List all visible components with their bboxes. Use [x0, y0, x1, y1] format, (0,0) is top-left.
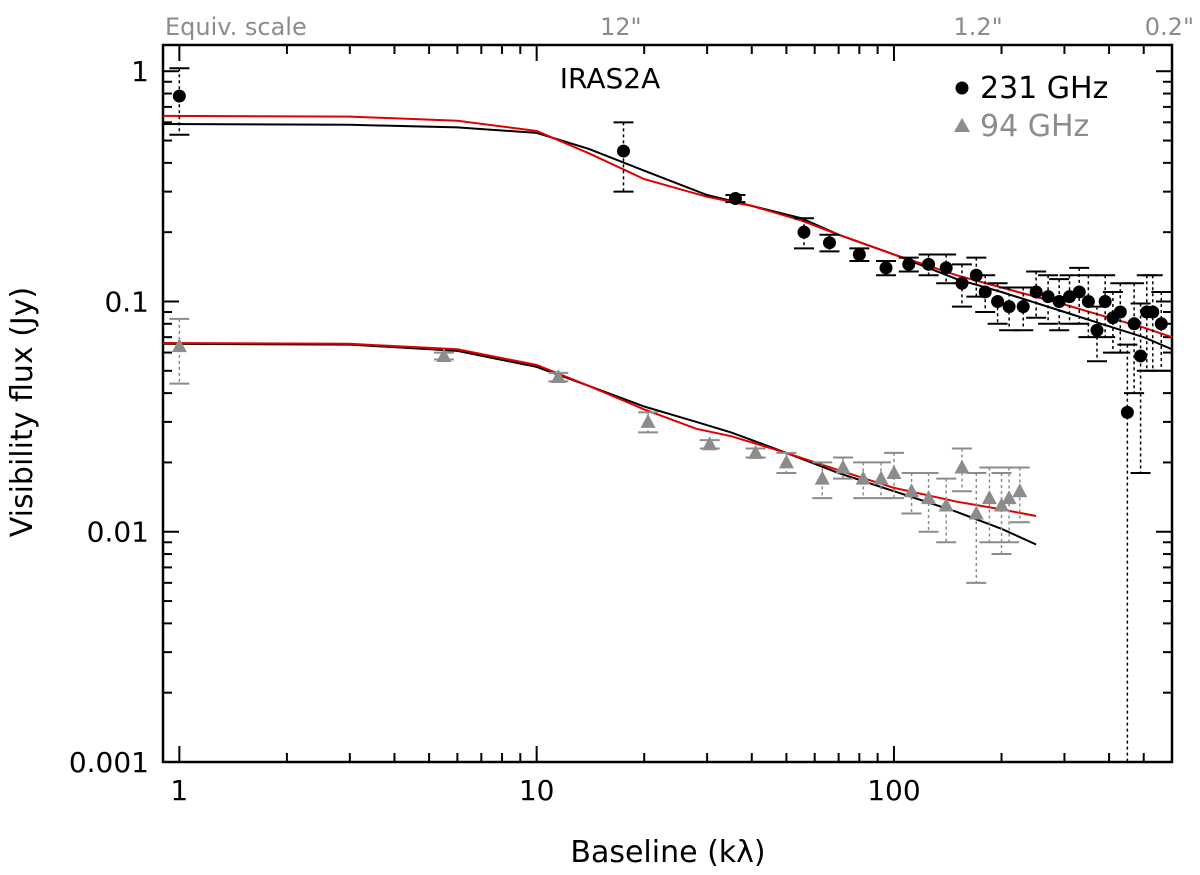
x-axis-title: Baseline (kλ): [570, 835, 765, 870]
axis-ticks: 1 10 100 0.001 0.01 0.1 1: [69, 45, 1172, 807]
data-point: [1114, 306, 1127, 319]
data-point: [823, 236, 836, 249]
legend-label: 94 GHz: [980, 109, 1089, 144]
data-point: [954, 460, 969, 474]
data-point: [702, 436, 717, 450]
top-axis-ticks: 12" 1.2" 0.2": [600, 13, 1194, 41]
data-point: [856, 471, 871, 485]
data-point: [940, 261, 953, 274]
data-point: [748, 445, 763, 459]
chart-title: IRAS2A: [560, 62, 660, 95]
data-point: [1042, 290, 1055, 303]
data-point: [969, 506, 984, 520]
data-point: [1146, 306, 1159, 319]
data-point: [982, 490, 997, 504]
data-point: [172, 338, 187, 352]
plot-frame: [163, 45, 1172, 762]
data-point: [853, 248, 866, 261]
top-axis-tick-label: 1.2": [954, 13, 1003, 41]
data-point: [779, 454, 794, 468]
data-point: [617, 145, 630, 158]
legend-marker: [954, 118, 970, 132]
data-point: [1121, 406, 1134, 419]
data-point: [1134, 349, 1147, 362]
data-point: [1090, 324, 1103, 337]
data-point: [955, 277, 968, 290]
data-point: [729, 192, 742, 205]
data-point: [886, 465, 901, 479]
top-axis-label: Equiv. scale: [165, 13, 307, 41]
data-point: [1155, 317, 1168, 330]
data-point: [991, 295, 1004, 308]
legend-marker: [956, 82, 969, 95]
data-point: [880, 261, 893, 274]
data-point: [173, 90, 186, 103]
y-axis-title: Visibility flux (Jy): [5, 287, 40, 537]
y-tick-label: 0.001: [69, 746, 149, 779]
x-tick-label: 100: [867, 774, 920, 807]
data-point: [1099, 295, 1112, 308]
data-point: [979, 285, 992, 298]
model-curve: [163, 124, 1172, 349]
y-tick-label: 0.01: [87, 516, 149, 549]
data-point: [1030, 285, 1043, 298]
legend-label: 231 GHz: [980, 71, 1108, 106]
data-point: [874, 471, 889, 485]
x-tick-label: 1: [170, 774, 188, 807]
data-point: [815, 471, 830, 485]
x-tick-label: 10: [519, 774, 555, 807]
data-point: [641, 414, 656, 428]
data-point: [1003, 300, 1016, 313]
data-point: [1128, 317, 1141, 330]
data-point: [835, 460, 850, 474]
data-point: [902, 258, 915, 271]
y-tick-label: 0.1: [104, 285, 149, 318]
data-point: [1017, 300, 1030, 313]
data-point: [1012, 483, 1027, 497]
top-axis-tick-label: 12": [600, 13, 642, 41]
top-axis-tick-label: 0.2": [1145, 13, 1194, 41]
y-tick-label: 1: [131, 55, 149, 88]
data-point: [797, 226, 810, 239]
data-point: [922, 258, 935, 271]
visibility-chart: 1 10 1000.0010.010.11 IRAS2A Equiv. scale …: [0, 0, 1200, 875]
data-point: [1073, 285, 1086, 298]
model-curve: [163, 343, 1036, 516]
